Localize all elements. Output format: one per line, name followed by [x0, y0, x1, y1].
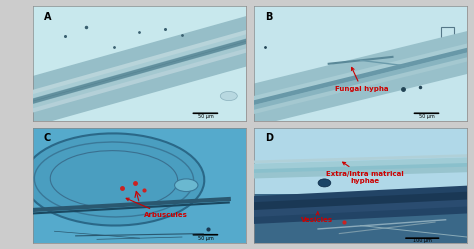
- Text: 50 μm: 50 μm: [419, 115, 434, 120]
- Text: C: C: [44, 133, 51, 143]
- Text: 50 μm: 50 μm: [198, 115, 213, 120]
- Bar: [254, 128, 467, 194]
- Text: 100 μm: 100 μm: [413, 238, 432, 243]
- Text: A: A: [44, 12, 51, 22]
- Bar: [254, 194, 467, 243]
- Text: Extra/Intra matrical
hyphae: Extra/Intra matrical hyphae: [326, 162, 404, 184]
- Ellipse shape: [24, 133, 204, 226]
- Text: B: B: [265, 12, 272, 22]
- Circle shape: [174, 179, 198, 191]
- Text: Arbuscules: Arbuscules: [126, 198, 188, 218]
- Text: D: D: [265, 133, 273, 143]
- Text: 50 μm: 50 μm: [198, 236, 213, 241]
- Text: Fungal hypha: Fungal hypha: [335, 67, 389, 92]
- Circle shape: [220, 91, 237, 101]
- Text: Vesicles: Vesicles: [301, 211, 333, 223]
- Ellipse shape: [318, 179, 331, 187]
